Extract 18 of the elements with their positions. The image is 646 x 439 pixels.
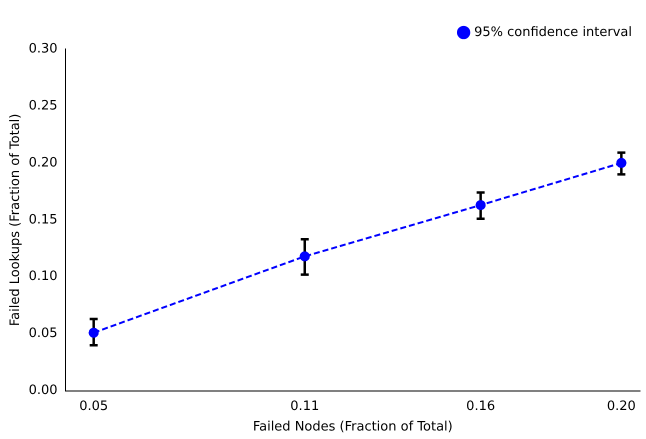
y-tick-label: 0.25	[28, 98, 58, 114]
y-tick-label: 0.30	[28, 41, 58, 56]
x-tick-label: 0.16	[466, 398, 496, 414]
y-tick-label: 0.05	[28, 326, 58, 342]
y-axis-title: Failed Lookups (Fraction of Total)	[8, 114, 24, 326]
y-tick-label: 0.00	[28, 383, 58, 398]
x-tick-label: 0.20	[606, 398, 636, 414]
point	[476, 200, 486, 210]
x-axis-title: Failed Nodes (Fraction of Total)	[252, 420, 453, 435]
y-tick-label: 0.10	[28, 269, 58, 284]
point	[300, 251, 310, 262]
x-tick-label: 0.05	[79, 398, 108, 414]
point	[88, 328, 99, 338]
y-tick-label: 0.20	[28, 155, 58, 170]
point	[616, 158, 626, 168]
x-tick-label: 0.11	[290, 398, 320, 414]
y-tick-label: 0.15	[28, 212, 58, 228]
legend-label: 95% confidence interval	[474, 24, 632, 40]
